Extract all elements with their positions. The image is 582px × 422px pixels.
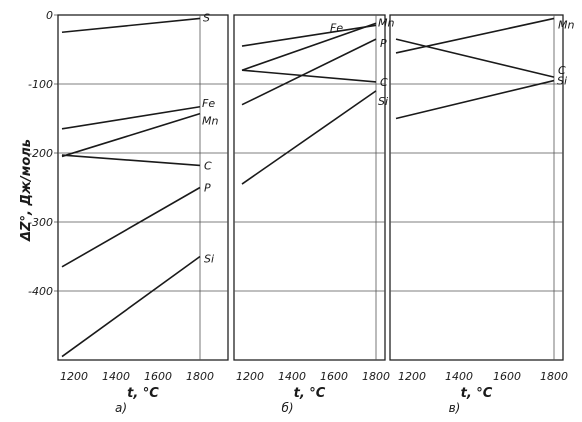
- x-axis-title: t, °С: [461, 386, 493, 401]
- series-label-s: S: [203, 11, 210, 24]
- series-line-p: [241, 38, 377, 106]
- series-label-p: P: [380, 37, 387, 50]
- x-tick-label: 1400: [278, 370, 306, 383]
- x-tick-label: 1800: [186, 370, 214, 383]
- series-line-mn: [241, 22, 377, 71]
- panel-label: в): [449, 401, 461, 415]
- series-line-s: [61, 17, 201, 34]
- series-line-c: [61, 154, 201, 167]
- y-tick-labels: 0 -100 -200 -300 -400: [28, 9, 58, 298]
- series-line-c: [395, 38, 555, 78]
- series-line-fe: [61, 105, 201, 130]
- series-label-mn: Mn: [378, 16, 394, 29]
- y-tick-label: -300: [28, 216, 53, 229]
- series-line-si: [241, 90, 377, 185]
- panel-frame: [389, 14, 564, 361]
- panel-1: 1200 1400 1600 1800 t, °Са) S Fe Mn CP Si: [57, 11, 229, 415]
- series-line-si: [395, 79, 555, 120]
- y-axis-title: ΔZ°, Дж/моль: [19, 139, 34, 242]
- x-axis-title: t, °С: [294, 386, 326, 401]
- series-label-mn: Mn: [202, 115, 218, 128]
- x-tick-label: 1600: [493, 370, 521, 383]
- x-tick-label: 1600: [320, 370, 348, 383]
- panel-frame: [57, 14, 229, 361]
- y-tick-label: -400: [28, 285, 53, 298]
- panel-3: 1200 1400 1600 1800 t, °Св) Mn CSi: [389, 14, 574, 415]
- x-tick-label: 1800: [362, 370, 390, 383]
- series-line-p: [61, 186, 201, 268]
- series-line-c: [241, 69, 377, 83]
- x-axis-title: t, °С: [127, 386, 159, 401]
- series-line-fe: [241, 24, 377, 47]
- x-tick-label: 1600: [144, 370, 172, 383]
- series-label-fe: Fe: [202, 97, 215, 110]
- x-tick-label: 1800: [540, 370, 568, 383]
- panel-label: а): [115, 401, 127, 415]
- series-label-fe: Fe: [330, 21, 343, 34]
- y-axis-title-text: ΔZ°, Дж/моль: [19, 139, 34, 242]
- series-line-mn: [395, 17, 555, 54]
- series-label-p: P: [204, 182, 211, 195]
- y-tick-label: 0: [46, 9, 53, 22]
- series-label-c: C: [204, 159, 212, 172]
- x-tick-label: 1400: [445, 370, 473, 383]
- y-tick-label: -100: [28, 78, 53, 91]
- series-line-mn: [61, 112, 201, 158]
- panel-2: 1200 1400 1600 1800 t, °Сб) Fe Mn P C Si: [233, 14, 394, 415]
- series-label-si: Si: [378, 95, 388, 108]
- panel-frame: [233, 14, 386, 361]
- x-tick-label: 1200: [60, 370, 88, 383]
- panel-label: б): [281, 401, 293, 415]
- x-tick-label: 1200: [398, 370, 426, 383]
- series-label-mn: Mn: [558, 18, 574, 31]
- y-tick-label: -200: [28, 147, 53, 160]
- series-line-si: [61, 255, 201, 358]
- series-label-c: C: [380, 76, 388, 89]
- series-label-si: Si: [204, 253, 214, 266]
- series-label-c: C: [558, 64, 566, 77]
- x-tick-label: 1200: [236, 370, 264, 383]
- series-label-si: Si: [557, 75, 567, 88]
- x-tick-label: 1400: [102, 370, 130, 383]
